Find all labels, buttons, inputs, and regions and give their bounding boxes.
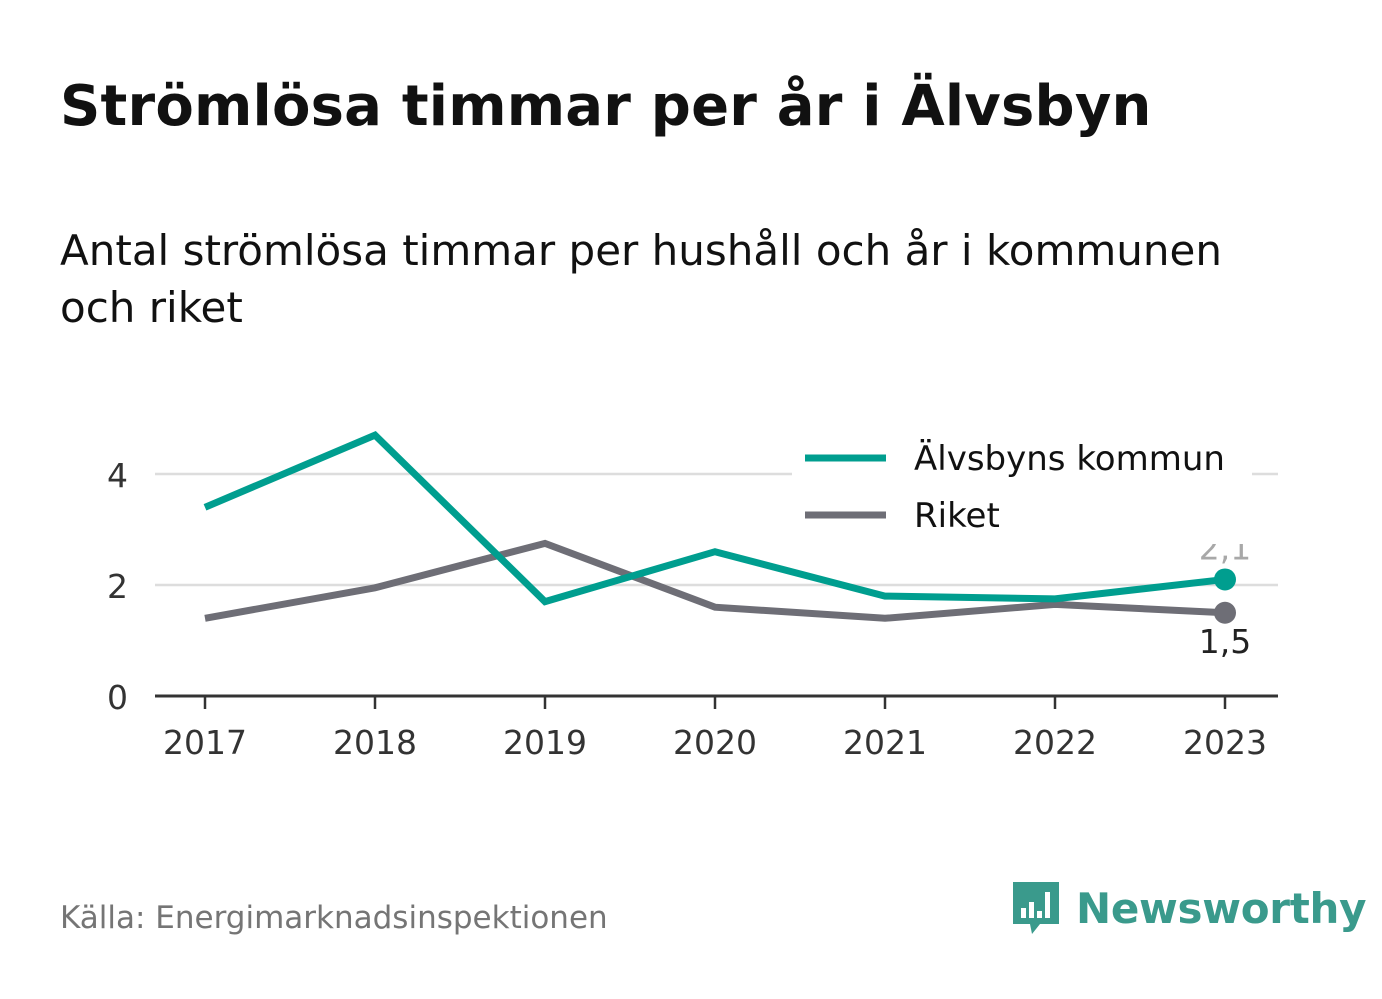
series-lines <box>203 431 1226 622</box>
x-tick-label: 2017 <box>163 723 247 762</box>
x-tick-label: 2022 <box>1013 723 1097 762</box>
x-tick-label: 2020 <box>673 723 757 762</box>
chart-title: Strömlösa timmar per år i Älvsbyn <box>60 74 1152 139</box>
source-note: Källa: Energimarknadsinspektionen <box>60 900 608 936</box>
brand-logo[interactable]: Newsworthy <box>1010 878 1366 938</box>
legend: Älvsbyns kommun Riket <box>792 432 1252 544</box>
legend-label-0: Älvsbyns kommun <box>914 439 1225 479</box>
legend-background <box>792 432 1252 544</box>
y-tick-label: 2 <box>107 567 128 606</box>
x-tick-label: 2019 <box>503 723 587 762</box>
bar-chart-speech-bubble-icon <box>1013 882 1059 934</box>
series-line-0 <box>203 431 1226 606</box>
y-tick-label: 0 <box>107 678 128 717</box>
end-label-1: 1,5 <box>1199 622 1251 661</box>
y-tick-label: 4 <box>107 456 128 495</box>
chart-subtitle: Antal strömlösa timmar per hushåll och å… <box>60 226 1222 332</box>
y-axis-ticks: 0 2 4 <box>107 456 128 717</box>
x-axis-ticks: 2017 2018 2019 2020 2021 2022 2023 <box>163 696 1267 762</box>
brand-name: Newsworthy <box>1076 883 1367 933</box>
end-point-1 <box>1214 601 1236 624</box>
end-point-0 <box>1214 568 1236 591</box>
x-tick-label: 2023 <box>1183 723 1267 762</box>
x-tick-label: 2021 <box>843 723 927 762</box>
series-line-1 <box>204 539 1226 622</box>
legend-label-1: Riket <box>914 496 1000 536</box>
end-labels: 2,11,5 <box>1199 528 1251 660</box>
x-tick-label: 2018 <box>333 723 417 762</box>
